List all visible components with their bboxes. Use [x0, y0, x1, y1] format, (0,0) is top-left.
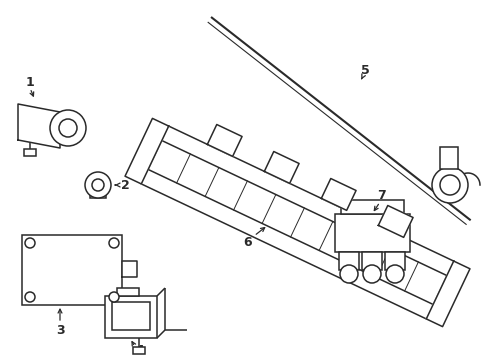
- Circle shape: [340, 265, 358, 283]
- Polygon shape: [207, 125, 242, 156]
- Text: 3: 3: [56, 324, 64, 337]
- Circle shape: [386, 265, 404, 283]
- Circle shape: [109, 238, 119, 248]
- Bar: [105, 296, 157, 338]
- Polygon shape: [264, 152, 299, 183]
- Circle shape: [25, 238, 35, 248]
- Text: 7: 7: [378, 189, 387, 202]
- Text: 6: 6: [244, 235, 252, 248]
- Bar: [24, 149, 36, 156]
- Polygon shape: [18, 104, 60, 148]
- Circle shape: [363, 265, 381, 283]
- Bar: [133, 347, 145, 354]
- Circle shape: [50, 110, 86, 146]
- Circle shape: [440, 175, 460, 195]
- Circle shape: [85, 172, 111, 198]
- Bar: [90, 192, 106, 198]
- Bar: [339, 252, 359, 270]
- Circle shape: [92, 179, 104, 191]
- Bar: [341, 200, 404, 214]
- Circle shape: [109, 292, 119, 302]
- Circle shape: [59, 119, 77, 137]
- Bar: [335, 214, 410, 252]
- Bar: [22, 235, 122, 305]
- Text: 4: 4: [136, 343, 145, 356]
- Bar: [117, 288, 139, 296]
- Polygon shape: [125, 118, 169, 184]
- Polygon shape: [122, 261, 137, 277]
- Bar: [385, 252, 405, 270]
- Text: 1: 1: [25, 76, 34, 89]
- Bar: [112, 302, 150, 330]
- Text: 2: 2: [121, 179, 129, 192]
- Circle shape: [432, 167, 468, 203]
- Text: 5: 5: [361, 63, 369, 77]
- Polygon shape: [426, 261, 470, 327]
- Bar: [362, 252, 382, 270]
- Circle shape: [25, 292, 35, 302]
- Bar: [440, 147, 458, 169]
- Polygon shape: [321, 179, 356, 210]
- Polygon shape: [378, 206, 413, 237]
